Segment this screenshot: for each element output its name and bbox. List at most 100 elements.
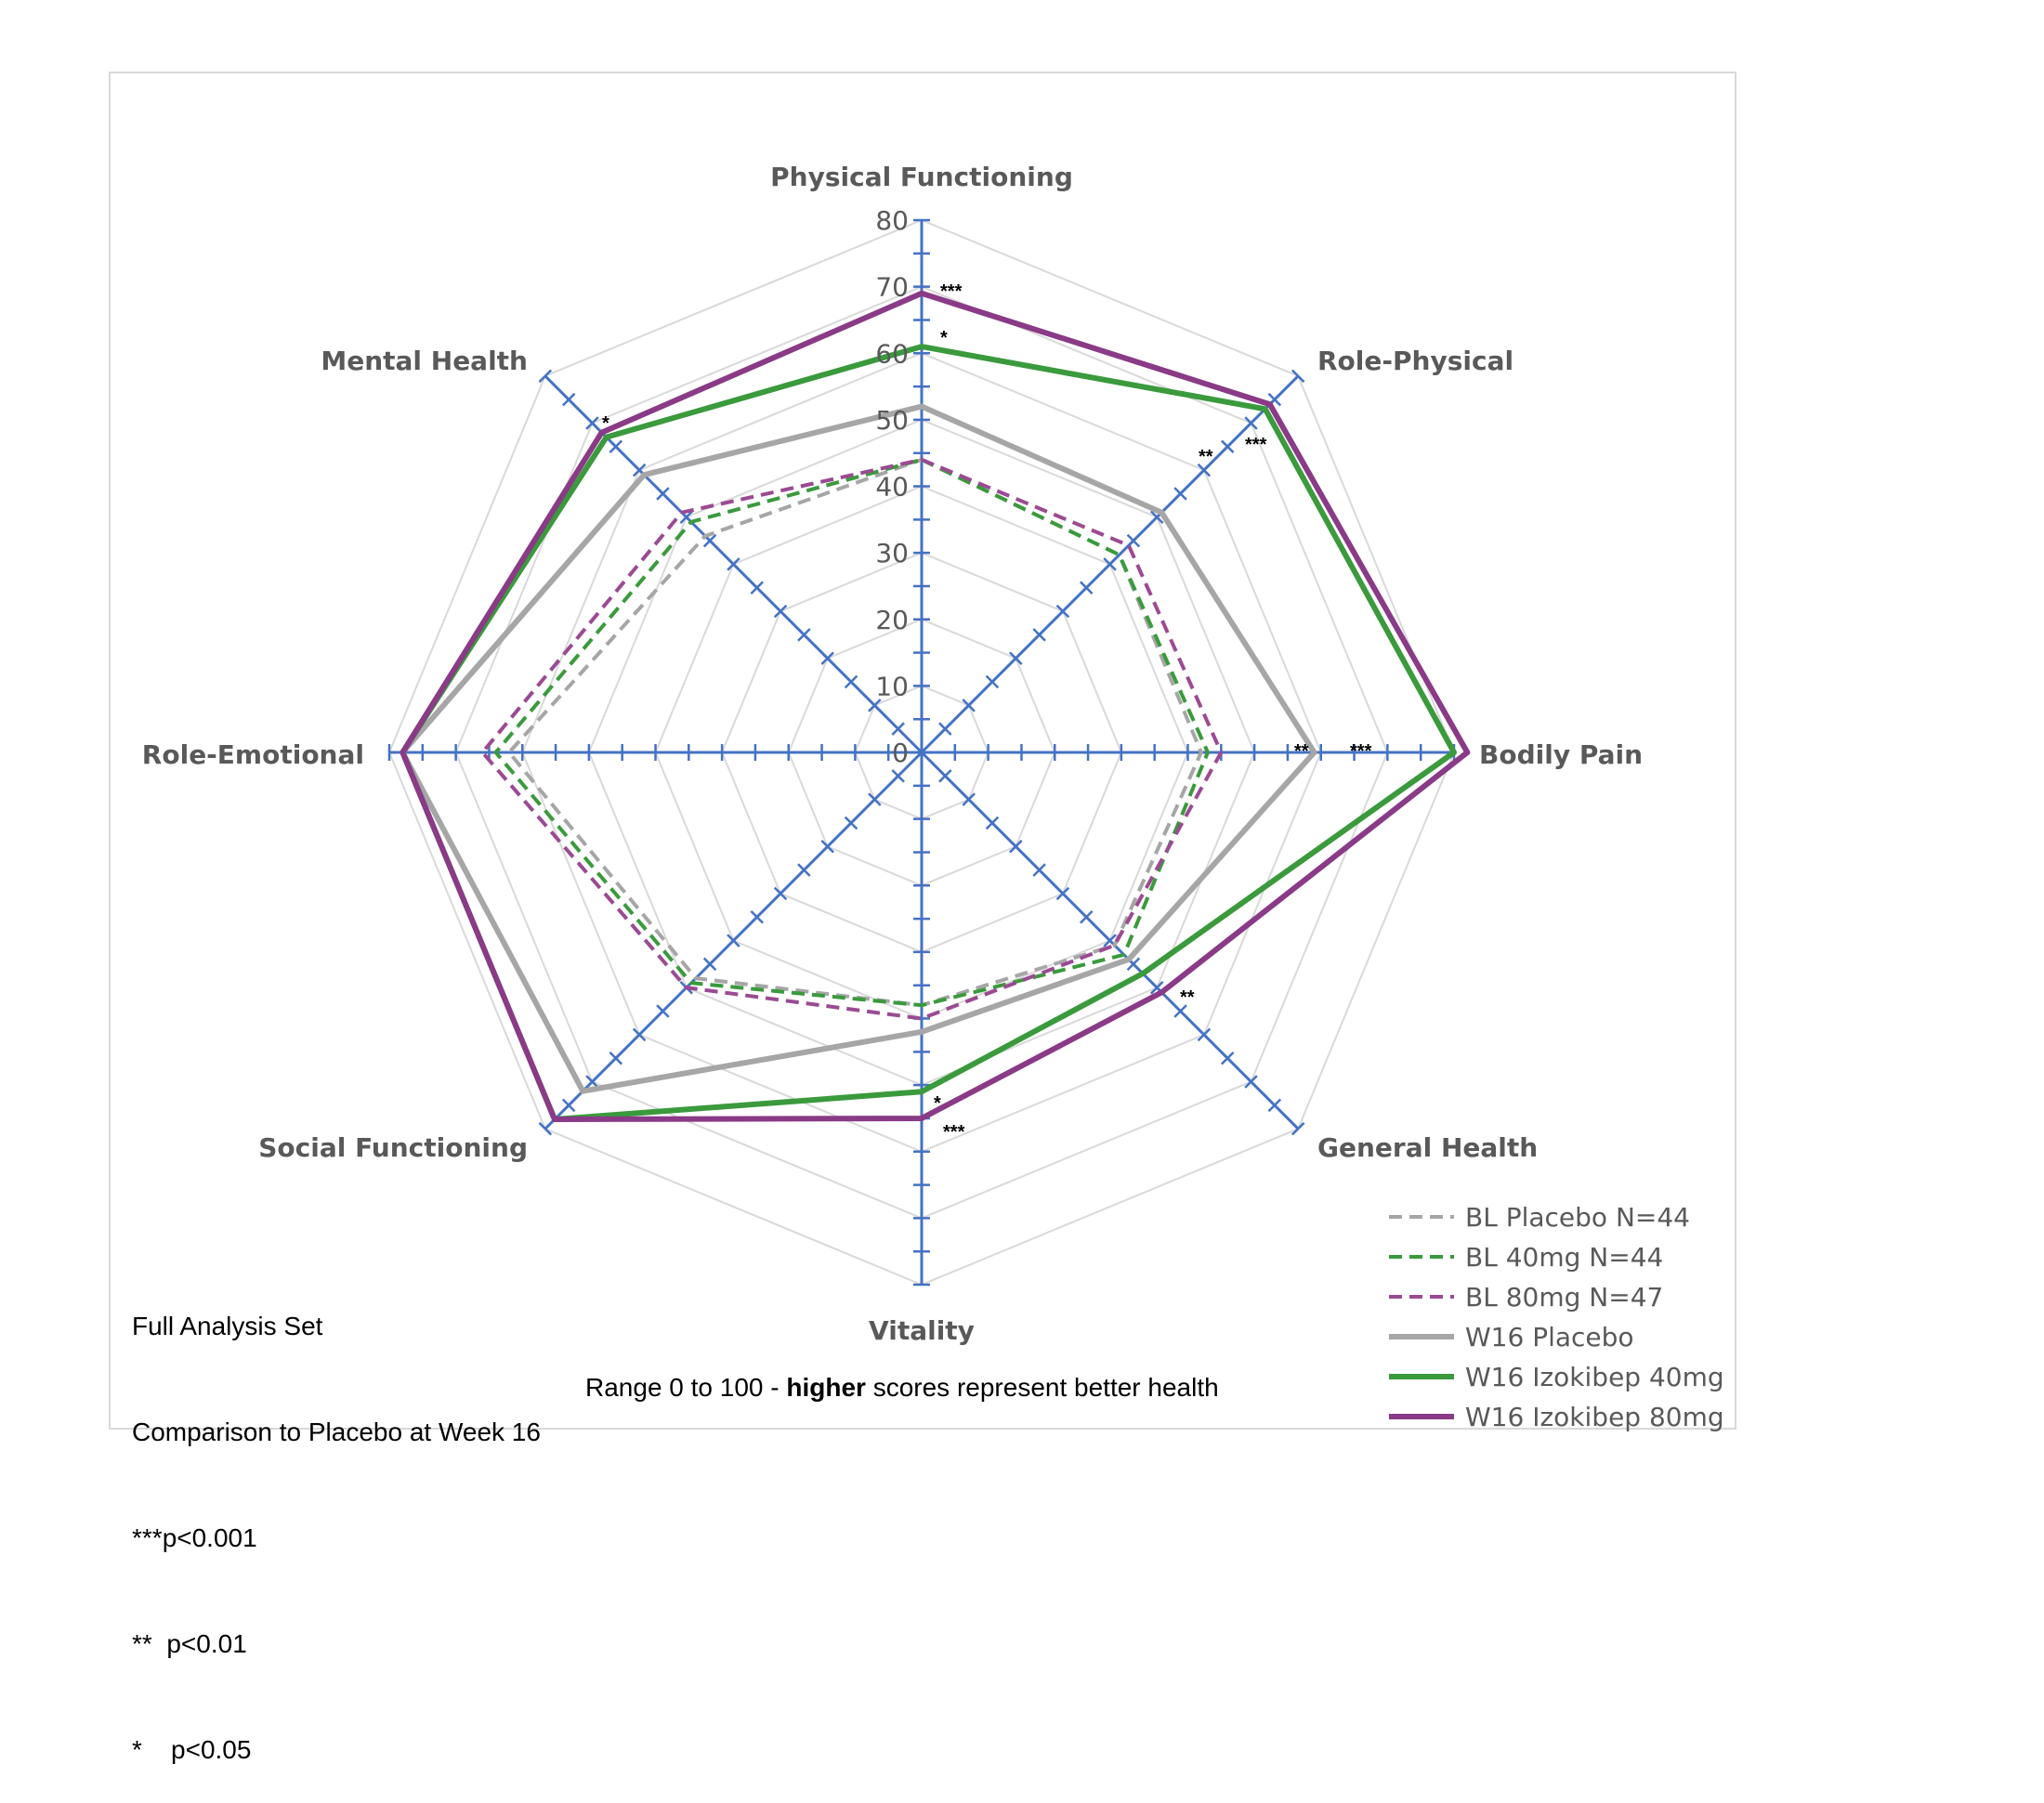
range-note-suffix: scores represent better health — [865, 1373, 1219, 1402]
r-tick-label: 30 — [875, 538, 909, 568]
significance-mark-vitality: *** — [943, 1122, 965, 1143]
axis-tick — [1149, 510, 1164, 525]
axis-title-role-emotional: Role-Emotional — [142, 739, 364, 770]
axis-tick — [1055, 886, 1070, 901]
axis-tick — [1080, 910, 1094, 924]
axis-tick — [938, 769, 952, 783]
significance-mark-role-physical: *** — [1245, 435, 1267, 455]
axis-tick — [632, 1027, 647, 1042]
axis-tick — [727, 934, 740, 947]
series-w16-izokibep-80mg — [400, 290, 1471, 1123]
axis-tick — [1197, 1027, 1212, 1042]
axis-tick — [609, 439, 623, 454]
axis-title-bodily-pain: Bodily Pain — [1479, 739, 1643, 770]
legend-label: BL 80mg N=47 — [1465, 1282, 1663, 1313]
axis-tick — [1220, 1051, 1235, 1065]
axis-title-general-health: General Health — [1317, 1132, 1538, 1163]
axis-tick — [538, 369, 553, 384]
significance-mark-bodily-pain: ** — [1294, 741, 1309, 762]
range-note: Range 0 to 100 - higher scores represent… — [585, 1373, 1219, 1403]
legend-label: BL 40mg N=44 — [1465, 1242, 1663, 1273]
axis-tick — [891, 769, 905, 783]
significance-mark-physical-functioning: *** — [940, 281, 963, 302]
axis-tick — [656, 1004, 670, 1018]
legend-label: W16 Izokibep 80mg — [1465, 1402, 1724, 1432]
r-tick-label: 20 — [875, 605, 909, 635]
axis-tick — [938, 722, 952, 736]
axis-tick — [773, 886, 788, 901]
axis-tick — [1080, 581, 1094, 594]
radar-chart: 0 10 20 30 40 50 60 70 80 Physical Functioning Rol… — [109, 72, 1736, 1432]
axis-tick — [1267, 1098, 1282, 1113]
series-w16-izokibep-40mg — [400, 344, 1457, 1123]
axis-tick — [1055, 604, 1070, 619]
legend-label: W16 Placebo — [1465, 1322, 1634, 1352]
axis-tick — [702, 957, 717, 972]
axis-tick — [1009, 840, 1023, 854]
r-tick-label: 70 — [875, 272, 909, 303]
footnote: Full Analysis Set Comparison to Placebo … — [132, 1238, 541, 1803]
axis-tick — [727, 557, 740, 571]
footnote-line-2: Comparison to Placebo at Week 16 — [132, 1418, 541, 1446]
axis-tick — [1244, 1075, 1258, 1089]
axis-tick — [1173, 487, 1187, 501]
axis-tick — [656, 487, 670, 501]
axis-tick — [1032, 628, 1046, 642]
series-bl-40mg-n-44 — [493, 457, 1210, 1008]
axis-tick — [797, 863, 811, 877]
axis-title-physical-functioning: Physical Functioning — [770, 162, 1073, 192]
axis-tick — [985, 674, 1000, 689]
axis-tick — [868, 792, 882, 806]
axes — [387, 218, 1456, 1287]
axis-title-mental-health: Mental Health — [321, 346, 528, 376]
legend: BL Placebo N=44 BL 40mg N=44 BL 80mg N=47 W… — [1389, 1202, 1724, 1432]
axis-tick — [962, 699, 976, 712]
axis-tick — [1220, 439, 1235, 454]
axis-tick — [891, 722, 905, 736]
r-tick-label: 60 — [875, 338, 909, 369]
axis-tick — [585, 1075, 599, 1089]
significance-mark-physical-functioning: * — [940, 328, 948, 348]
axis-tick — [1291, 369, 1305, 384]
series — [400, 290, 1471, 1123]
footnote-line-4: ** p<0.01 — [132, 1629, 247, 1658]
axis-title-vitality: Vitality — [869, 1315, 975, 1346]
axis-tick — [962, 792, 976, 806]
significance-mark-vitality: * — [934, 1093, 941, 1114]
axis-tick — [538, 1121, 553, 1136]
axis-tick — [561, 392, 576, 407]
axis-tick — [702, 533, 717, 548]
axis-title-social-functioning: Social Functioning — [258, 1132, 528, 1163]
axis-tick — [820, 651, 834, 665]
axis-tick — [1103, 934, 1117, 947]
axis-tick — [679, 510, 694, 525]
axis-tick — [797, 628, 811, 642]
axis-tick — [844, 674, 858, 689]
axis-tick — [773, 604, 788, 619]
axis-tick — [844, 816, 858, 830]
axis-tick — [1126, 533, 1141, 548]
labels: 0 10 20 30 40 50 60 70 80 Physical Functioning Rol… — [142, 162, 1643, 1346]
footnote-line-3: ***p<0.001 — [132, 1523, 257, 1552]
axis-tick — [1126, 957, 1141, 972]
r-tick-label: 0 — [892, 738, 909, 768]
significance-mark-general-health: ** — [1180, 987, 1195, 1008]
axis-tick — [750, 910, 764, 924]
legend-label: W16 Izokibep 40mg — [1465, 1362, 1724, 1392]
significance-mark-mental-health: * — [602, 413, 609, 434]
axis-tick — [750, 581, 764, 594]
axis-tick — [1149, 980, 1164, 995]
axis-tick — [1173, 1004, 1187, 1018]
significance-mark-role-physical: ** — [1199, 447, 1213, 467]
range-note-prefix: Range 0 to 100 - — [585, 1373, 787, 1402]
axis-title-role-physical: Role-Physical — [1317, 346, 1513, 376]
axis-tick — [585, 416, 599, 430]
axis-tick — [1291, 1121, 1305, 1136]
axis-tick — [820, 840, 834, 854]
axis-tick — [561, 1098, 576, 1113]
range-note-bold: higher — [786, 1373, 866, 1402]
series-w16-placebo — [400, 403, 1317, 1094]
axis-tick — [632, 463, 647, 477]
legend-label: BL Placebo N=44 — [1465, 1202, 1690, 1233]
r-tick-label: 80 — [875, 205, 909, 236]
